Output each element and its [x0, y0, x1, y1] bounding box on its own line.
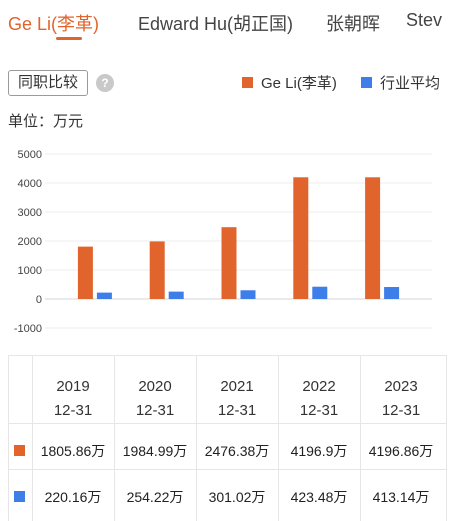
- tab-edward-hu[interactable]: Edward Hu(胡正国): [138, 14, 294, 34]
- y-tick-label: 1000: [18, 265, 42, 277]
- table-value-cell: 1805.86万: [40, 443, 106, 459]
- row-swatch-blue: [14, 491, 25, 502]
- bar-industry-average: [312, 286, 328, 299]
- table-value-cell: 2476.38万: [204, 443, 270, 459]
- legend-swatch-orange: [242, 76, 253, 88]
- header-year: 2022: [302, 378, 336, 395]
- table-value-cell: 1984.99万: [122, 443, 188, 459]
- legend-item-industry-avg: 行业平均: [361, 72, 440, 92]
- bar-chart: 5000 4000 3000 2000 1000 0 -1000: [14, 149, 432, 335]
- legend-label-industry-avg: 行业平均: [380, 74, 441, 92]
- header-year: 2019: [56, 378, 90, 395]
- y-tick-label: 3000: [18, 207, 42, 219]
- table-header-cell: 2019 12-31: [32, 375, 114, 423]
- bar-ge-li: [77, 246, 93, 299]
- table-value-cell: 4196.86万: [368, 443, 434, 459]
- table-value-cell: 413.14万: [372, 489, 430, 505]
- header-date: 12-31: [53, 402, 93, 419]
- y-tick-label: 2000: [18, 236, 42, 248]
- header-date: 12-31: [135, 402, 175, 419]
- table-row-divider: [8, 423, 446, 424]
- table-value-cell: 220.16万: [44, 489, 102, 505]
- header-date: 12-31: [299, 402, 339, 419]
- table-column-divider: [446, 355, 447, 521]
- table-column-divider: [114, 355, 115, 521]
- y-tick-label: 4000: [18, 178, 42, 190]
- bar-ge-li: [149, 241, 165, 299]
- person-tabs: Ge Li(李革) Edward Hu(胡正国) 张朝晖 Stev: [0, 0, 451, 40]
- table-column-divider: [8, 355, 9, 521]
- tab-zhang-zhaohui[interactable]: 张朝晖: [326, 14, 380, 34]
- table-header-cell: 2021 12-31: [196, 375, 278, 423]
- header-date: 12-31: [217, 402, 257, 419]
- bar-industry-average: [384, 287, 400, 299]
- bar-industry-average: [96, 292, 112, 299]
- legend-label-ge-li: Ge Li(李革): [261, 74, 337, 92]
- bar-industry-average: [240, 290, 256, 299]
- row-swatch-orange: [14, 445, 25, 456]
- legend-swatch-blue: [361, 76, 372, 88]
- compare-button[interactable]: 同职比较: [8, 70, 88, 96]
- table-header-cell: 2023 12-31: [360, 375, 442, 423]
- table-column-divider: [360, 355, 361, 521]
- table-header-cell: 2022 12-31: [278, 375, 360, 423]
- table-column-divider: [196, 355, 197, 521]
- y-tick-label: -1000: [14, 323, 42, 335]
- unit-label: 单位：万元: [8, 113, 84, 130]
- y-tick-label: 0: [36, 294, 42, 306]
- table-column-divider: [278, 355, 279, 521]
- header-year: 2020: [138, 378, 172, 395]
- table-header-cell: 2020 12-31: [114, 375, 196, 423]
- help-icon[interactable]: ?: [96, 74, 114, 92]
- tab-stev[interactable]: Stev: [406, 10, 443, 30]
- table-row-divider: [8, 469, 446, 470]
- table-value-cell: 254.22万: [126, 489, 184, 505]
- table-value-cell: 4196.9万: [290, 443, 348, 459]
- header-year: 2023: [384, 378, 418, 395]
- tab-ge-li[interactable]: Ge Li(李革): [8, 14, 100, 34]
- active-tab-indicator: [56, 37, 82, 40]
- table-value-cell: 423.48万: [290, 489, 348, 505]
- legend-item-ge-li: Ge Li(李革): [242, 72, 337, 92]
- table-row-divider: [8, 355, 446, 356]
- header-year: 2021: [220, 378, 254, 395]
- table-column-divider: [32, 355, 33, 521]
- y-tick-label: 5000: [18, 149, 42, 161]
- bar-ge-li: [221, 227, 237, 299]
- header-date: 12-31: [381, 402, 421, 419]
- bar-ge-li: [365, 177, 381, 299]
- table-value-cell: 301.02万: [208, 489, 266, 505]
- bar-ge-li: [293, 177, 309, 299]
- bar-industry-average: [168, 291, 184, 299]
